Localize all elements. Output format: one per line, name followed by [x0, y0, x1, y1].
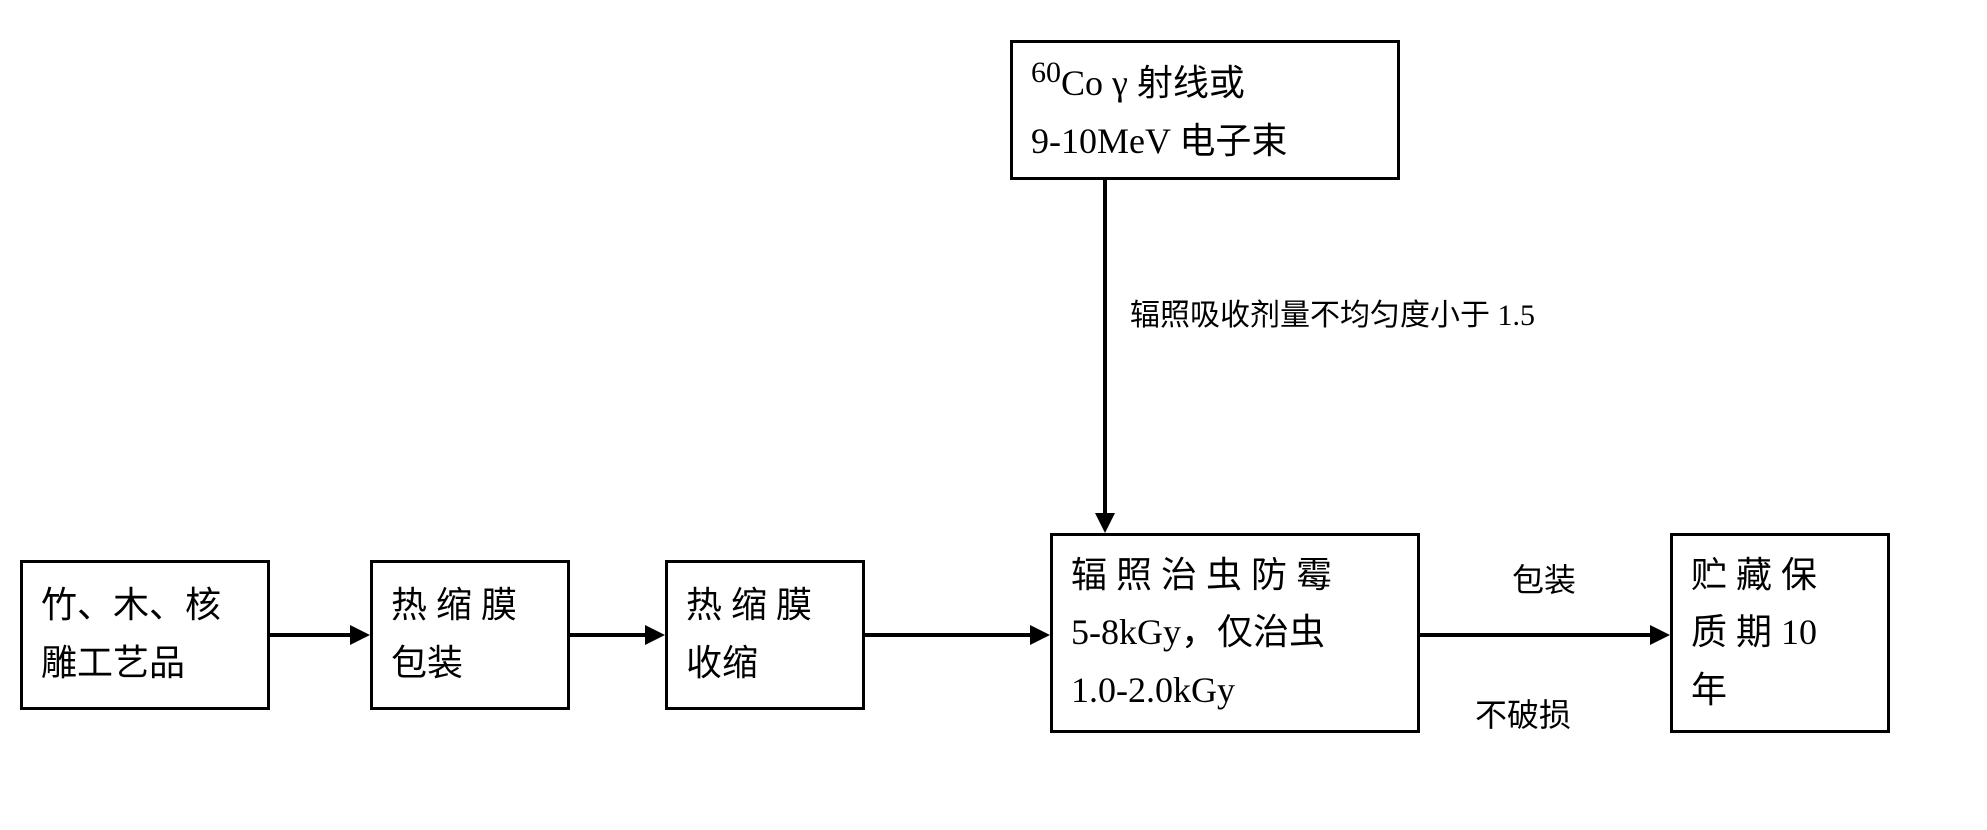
arrow-3-head	[1030, 625, 1050, 645]
arrow-vertical	[1103, 180, 1107, 513]
no-damage-label: 不破损	[1475, 690, 1571, 736]
radiation-source-text: 60Co γ 射线或9-10MeV 电子束	[1031, 49, 1287, 170]
input-material-box: 竹、木、核雕工艺品	[20, 560, 270, 710]
dose-uniformity-label: 辐照吸收剂量不均匀度小于 1.5	[1130, 290, 1535, 334]
irradiation-text: 辐 照 治 虫 防 霉5-8kGy，仅治虫1.0-2.0kGy	[1071, 547, 1332, 720]
storage-text: 贮 藏 保质 期 10年	[1691, 547, 1817, 720]
radiation-source-box: 60Co γ 射线或9-10MeV 电子束	[1010, 40, 1400, 180]
shrink-film-shrink-box: 热 缩 膜收缩	[665, 560, 865, 710]
arrow-3	[865, 633, 1030, 637]
storage-box: 贮 藏 保质 期 10年	[1670, 533, 1890, 733]
arrow-vertical-head	[1095, 513, 1115, 533]
arrow-1-head	[350, 625, 370, 645]
irradiation-box: 辐 照 治 虫 防 霉5-8kGy，仅治虫1.0-2.0kGy	[1050, 533, 1420, 733]
arrow-2-head	[645, 625, 665, 645]
arrow-4-head	[1650, 625, 1670, 645]
shrink-film-pack-box: 热 缩 膜包装	[370, 560, 570, 710]
arrow-2	[570, 633, 645, 637]
packaging-label: 包装	[1512, 555, 1576, 601]
input-material-text: 竹、木、核雕工艺品	[41, 577, 221, 692]
shrink-film-shrink-text: 热 缩 膜收缩	[686, 577, 812, 692]
arrow-1	[270, 633, 350, 637]
arrow-4	[1420, 633, 1650, 637]
shrink-film-pack-text: 热 缩 膜包装	[391, 577, 517, 692]
